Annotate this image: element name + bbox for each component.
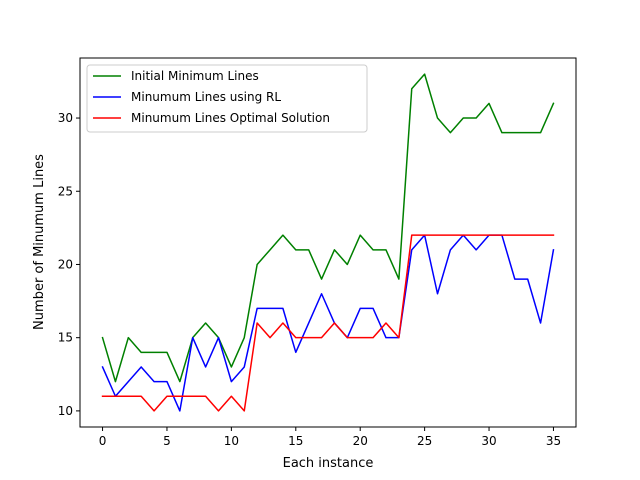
series-line-2 xyxy=(101,234,555,412)
x-tick-label: 5 xyxy=(163,434,171,448)
series-line-1 xyxy=(101,73,555,383)
series-layer xyxy=(101,73,555,412)
plot-frame xyxy=(79,57,577,428)
legend-frame xyxy=(86,64,368,133)
x-tick-label: 30 xyxy=(481,434,496,448)
legend-entry-label: Initial Minimum Lines xyxy=(131,69,259,83)
y-tick-label: 25 xyxy=(58,184,73,198)
x-tick-label: 35 xyxy=(546,434,561,448)
x-axis-label: Each instance xyxy=(283,456,374,471)
x-tick-label: 20 xyxy=(353,434,368,448)
x-axis-ticks: 0 5 10 15 20 25 30 35 xyxy=(99,427,561,448)
legend-entry-label: Minumum Lines Optimal Solution xyxy=(131,111,330,125)
x-tick-label: 0 xyxy=(99,434,107,448)
legend: Initial Minimum Lines Minumum Lines using… xyxy=(86,64,368,133)
y-tick-label: 10 xyxy=(58,404,73,418)
y-axis-label: Number of Minumum Lines xyxy=(32,154,47,330)
y-tick-label: 30 xyxy=(58,111,73,125)
x-tick-label: 25 xyxy=(417,434,432,448)
y-axis-ticks: 10 15 20 25 30 xyxy=(58,111,80,418)
y-tick-label: 15 xyxy=(58,331,73,345)
x-tick-label: 15 xyxy=(288,434,303,448)
y-tick-label: 20 xyxy=(58,257,73,271)
legend-entry-label: Minumum Lines using RL xyxy=(131,90,281,104)
x-tick-label: 10 xyxy=(224,434,239,448)
series-line-3 xyxy=(101,234,555,412)
